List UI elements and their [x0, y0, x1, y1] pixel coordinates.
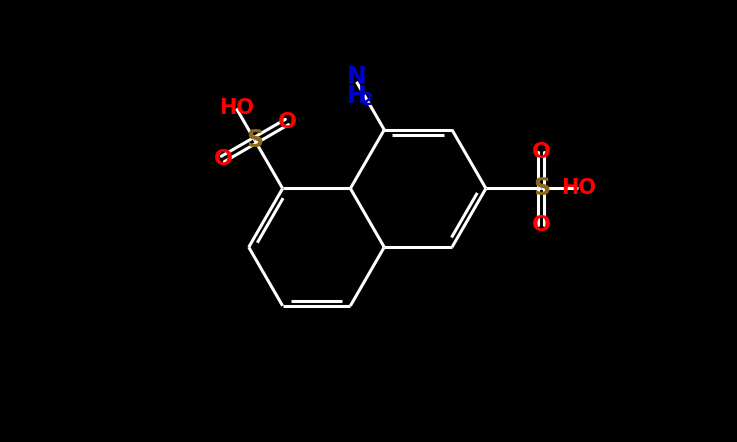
Text: O: O [277, 112, 296, 132]
Text: O: O [214, 149, 232, 169]
Text: O: O [532, 215, 551, 236]
Text: S: S [246, 129, 263, 152]
Text: 2: 2 [362, 91, 373, 109]
Text: HO: HO [219, 99, 254, 118]
Text: S: S [533, 176, 550, 201]
Text: N: N [346, 65, 366, 89]
Text: HO: HO [561, 179, 595, 198]
Text: H: H [346, 84, 366, 108]
Text: O: O [532, 141, 551, 161]
